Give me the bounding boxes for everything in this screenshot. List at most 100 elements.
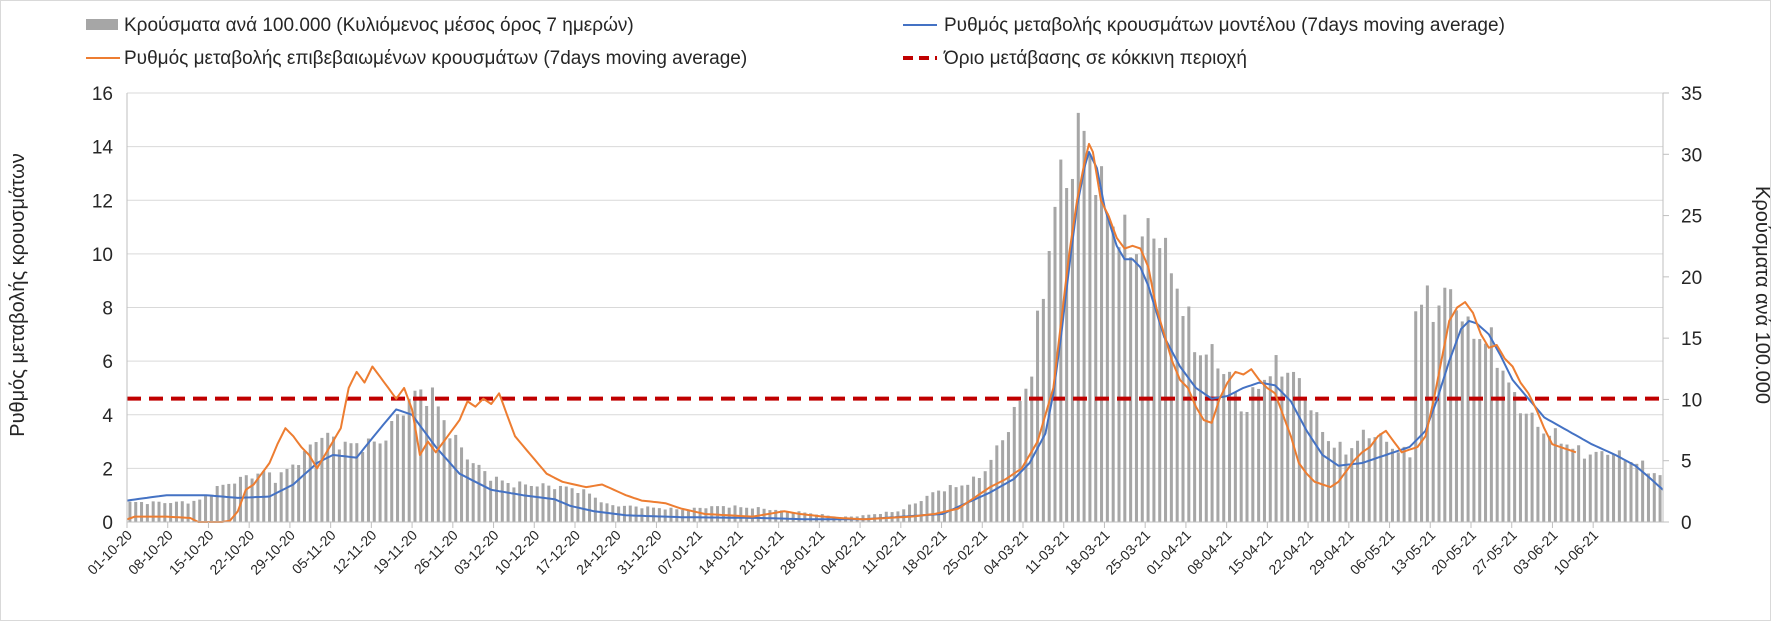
bar bbox=[361, 451, 365, 522]
bar bbox=[657, 508, 661, 522]
bar bbox=[791, 512, 795, 522]
bar bbox=[739, 507, 743, 522]
bar bbox=[582, 489, 586, 522]
bar bbox=[1030, 376, 1034, 522]
bar bbox=[768, 510, 772, 522]
bar bbox=[1146, 218, 1150, 523]
bar bbox=[396, 414, 400, 522]
left-tick-label: 0 bbox=[102, 513, 113, 534]
bar bbox=[1443, 287, 1447, 522]
bar bbox=[774, 509, 778, 522]
bar bbox=[675, 509, 679, 522]
bar bbox=[192, 500, 196, 522]
bar bbox=[204, 495, 208, 522]
bar bbox=[1315, 412, 1319, 522]
bar bbox=[448, 438, 452, 522]
bar bbox=[1321, 431, 1325, 522]
bar bbox=[1105, 213, 1109, 523]
bar bbox=[1472, 338, 1476, 522]
right-tick-label: 5 bbox=[1681, 452, 1692, 473]
bar bbox=[1175, 288, 1179, 522]
bar bbox=[355, 443, 359, 522]
bar bbox=[1449, 289, 1453, 522]
left-tick-label: 8 bbox=[102, 299, 113, 320]
bar bbox=[1367, 438, 1371, 522]
bar bbox=[1629, 462, 1633, 522]
bar bbox=[471, 463, 475, 522]
bar bbox=[1297, 378, 1301, 522]
bar bbox=[1379, 433, 1383, 522]
bar bbox=[1600, 451, 1604, 522]
bar bbox=[1129, 257, 1133, 522]
bar bbox=[628, 505, 632, 522]
legend-item-bars: Κρούσματα ανά 100.000 (Κυλιόμενος μέσος … bbox=[86, 15, 634, 36]
bar bbox=[250, 478, 254, 522]
bar bbox=[669, 507, 673, 522]
bar bbox=[1577, 445, 1581, 522]
bar bbox=[140, 501, 144, 522]
bar bbox=[180, 501, 184, 522]
bar bbox=[320, 437, 324, 522]
bar bbox=[343, 441, 347, 522]
bar bbox=[1460, 321, 1464, 522]
bar bbox=[1257, 388, 1261, 522]
bar bbox=[780, 510, 784, 522]
bar bbox=[553, 489, 557, 522]
x-tick-label: 19-11-20 bbox=[370, 527, 420, 577]
bar bbox=[1617, 450, 1621, 522]
bar bbox=[1082, 130, 1086, 522]
legend-label-bars: Κρούσματα ανά 100.000 (Κυλιόμενος μέσος … bbox=[124, 15, 634, 36]
x-tick-label: 29-10-20 bbox=[247, 527, 298, 578]
bar bbox=[1198, 355, 1202, 522]
bar bbox=[1489, 327, 1493, 522]
x-tick-label: 04-03-21 bbox=[980, 527, 1031, 578]
bar bbox=[733, 505, 737, 522]
legend-item-confirmed: Ρυθμός μεταβολής επιβεβαιωμένων κρουσμάτ… bbox=[86, 48, 747, 69]
bar bbox=[1036, 310, 1040, 522]
bar bbox=[1233, 391, 1237, 522]
bar bbox=[1454, 310, 1458, 522]
bar bbox=[337, 449, 341, 522]
bar bbox=[1012, 406, 1016, 522]
left-tick-label: 14 bbox=[92, 138, 114, 159]
bar bbox=[1326, 441, 1330, 522]
bar bbox=[977, 478, 981, 522]
bar bbox=[1286, 372, 1290, 522]
bar bbox=[227, 483, 231, 522]
bar bbox=[297, 465, 301, 522]
bar bbox=[593, 497, 597, 522]
bar bbox=[1402, 446, 1406, 522]
bar bbox=[308, 444, 312, 522]
bar bbox=[1338, 441, 1342, 522]
bar bbox=[1181, 316, 1185, 522]
bar bbox=[1507, 382, 1511, 522]
legend-label-threshold: Όριο μετάβασης σε κόκκινη περιοχή bbox=[943, 48, 1247, 69]
left-axis-title: Ρυθμός μεταβολής κρουσμάτων bbox=[7, 153, 29, 437]
bar bbox=[430, 387, 434, 522]
bar bbox=[221, 484, 225, 522]
bar bbox=[704, 508, 708, 522]
bar bbox=[1594, 451, 1598, 522]
bar bbox=[145, 504, 149, 522]
bar bbox=[820, 514, 824, 522]
right-tick-label: 25 bbox=[1681, 207, 1702, 228]
left-tick-label: 10 bbox=[92, 245, 113, 266]
bar bbox=[1164, 237, 1168, 522]
bar bbox=[489, 480, 493, 522]
bar bbox=[279, 472, 283, 522]
bar bbox=[529, 486, 533, 522]
bar bbox=[460, 447, 464, 522]
bar bbox=[785, 511, 789, 522]
bar bbox=[1245, 411, 1249, 522]
bar bbox=[425, 405, 429, 522]
bar bbox=[797, 511, 801, 522]
bar bbox=[814, 514, 818, 522]
bar bbox=[1070, 178, 1074, 522]
bar bbox=[1076, 112, 1080, 523]
bar bbox=[215, 486, 219, 522]
bar bbox=[1094, 194, 1098, 522]
bar bbox=[477, 464, 481, 522]
bar bbox=[1390, 448, 1394, 522]
bar bbox=[1466, 316, 1470, 522]
